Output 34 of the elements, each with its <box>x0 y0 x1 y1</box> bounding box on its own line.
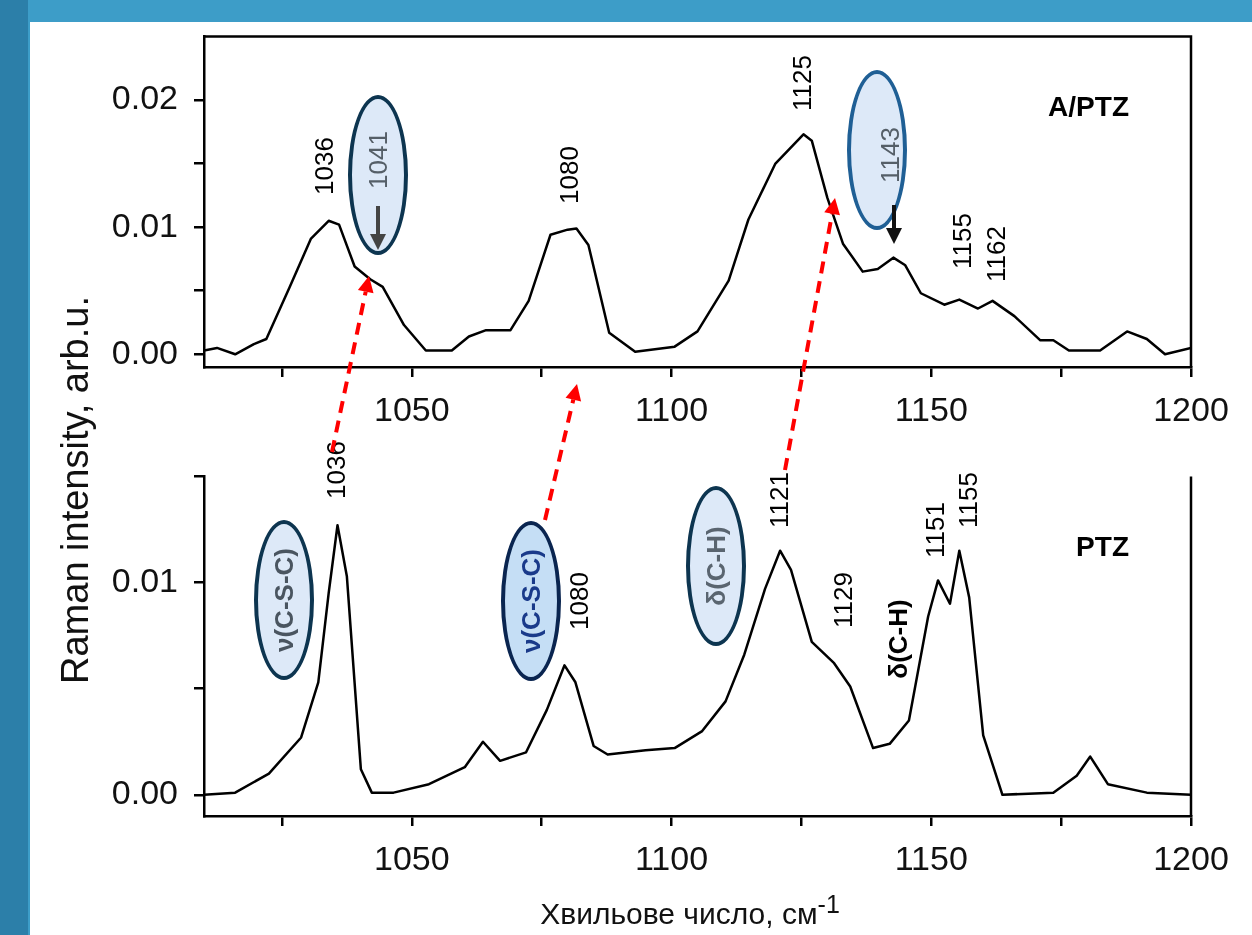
y-tick-label: 0.00 <box>111 332 178 371</box>
x-tick-label: 1200 <box>1153 838 1229 877</box>
y-axis-title: Raman intensity, arb.u. <box>53 296 97 684</box>
annotation: δ(C-H) <box>883 599 913 679</box>
annotation: 1129 <box>828 572 858 628</box>
x-tick-label: 1100 <box>634 389 709 428</box>
annotation: 1155 <box>953 472 983 528</box>
x-tick-label: 1100 <box>634 838 709 877</box>
annotation: 1080 <box>564 572 594 630</box>
annotation: 1041 <box>363 131 393 189</box>
annotation: δ(C-H) <box>701 526 731 606</box>
y-tick-label: 0.01 <box>111 205 178 244</box>
x-tick-label: 1050 <box>373 838 450 877</box>
text: A/PTZ <box>1048 91 1129 123</box>
annotation: 1162 <box>981 226 1011 282</box>
annotation: 1036 <box>309 137 339 195</box>
y-tick-label: 0.02 <box>111 78 178 117</box>
x-axis-title: Хвильове число, см$^{-1}$ <box>540 889 840 931</box>
x-tick-label: 1050 <box>373 389 450 428</box>
annotation: ν(C-S-C) <box>516 549 546 653</box>
annotation: 1036 <box>321 441 351 499</box>
annotation: 1080 <box>554 146 584 204</box>
x-tick-label: 1200 <box>1153 389 1229 428</box>
annotation: 1121 <box>764 472 794 528</box>
annotation: 1155 <box>947 213 977 269</box>
annotation: 1151 <box>920 502 950 558</box>
x-tick-label: 1150 <box>894 838 968 877</box>
y-tick-label: 0.00 <box>111 773 178 812</box>
annotation: 1125 <box>787 55 817 111</box>
annotation: 1143 <box>875 127 905 183</box>
text: PTZ <box>1076 531 1129 563</box>
x-tick-label: 1150 <box>894 389 968 428</box>
annotation: ν(C-S-C) <box>269 548 299 652</box>
y-tick-label: 0.01 <box>111 560 178 599</box>
